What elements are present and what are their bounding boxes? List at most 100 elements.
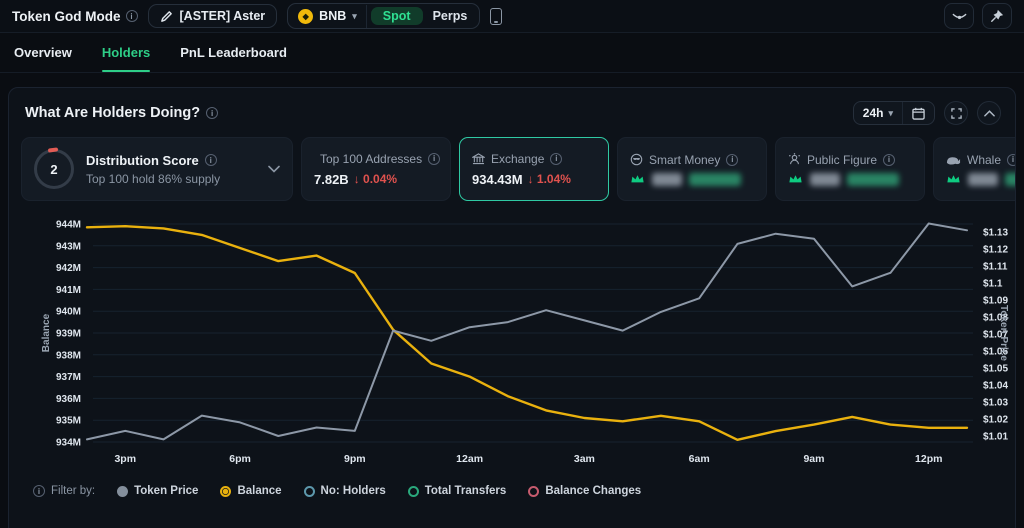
info-icon[interactable]: i <box>206 107 219 119</box>
blurred-value <box>652 172 682 186</box>
pin-button[interactable] <box>982 3 1012 29</box>
holders-balance-price-chart[interactable]: 944M 943M 942M 941M 940M 939M 938M 937M 936M 935M… <box>17 209 1009 467</box>
info-icon[interactable]: i <box>726 153 739 166</box>
stat-card-whale[interactable]: Whale i <box>933 137 1015 201</box>
no-holders-swatch <box>303 485 315 497</box>
info-icon[interactable]: i <box>125 10 138 22</box>
filter-option-balance-changes[interactable]: Balance Changes <box>528 485 641 497</box>
stat-title-text: Smart Money <box>649 152 721 167</box>
filter-option-total-transfers[interactable]: Total Transfers <box>407 485 506 497</box>
collapse-button[interactable] <box>977 101 1001 125</box>
svg-text:935M: 935M <box>56 416 81 427</box>
chevron-down-icon[interactable] <box>268 165 280 173</box>
info-icon[interactable]: i <box>1007 153 1015 166</box>
gauge-tick <box>47 147 59 153</box>
chevron-up-icon <box>983 109 995 117</box>
crown-icon <box>631 175 644 183</box>
app-title: Token God Mode i <box>12 9 138 24</box>
svg-text:$1.07: $1.07 <box>983 330 1008 341</box>
stat-title: Smart Money i <box>630 153 754 167</box>
market-selector: ◆ BNB ▾ Spot Perps <box>287 3 481 29</box>
page-tabs: Overview Holders PnL Leaderboard <box>0 33 1024 73</box>
stat-change: ↓ 0.04% <box>353 172 398 186</box>
token-select-button[interactable]: [ASTER] Aster <box>147 4 278 28</box>
holders-panel: What Are Holders Doing? i 24h ▾ <box>8 87 1016 528</box>
timeframe-value: 24h <box>862 106 884 120</box>
filter-by-text: Filter by: <box>51 485 96 497</box>
stat-title-text: Top 100 Addresses <box>320 151 423 166</box>
stat-title: Public Figure i <box>788 153 912 167</box>
svg-text:$1.12: $1.12 <box>983 245 1008 256</box>
calendar-button[interactable] <box>903 103 934 124</box>
stat-card-smart-money[interactable]: Smart Money i <box>617 137 767 201</box>
token-price-swatch <box>117 485 129 497</box>
svg-text:$1.13: $1.13 <box>983 228 1008 239</box>
svg-text:941M: 941M <box>56 285 81 296</box>
svg-text:$1.02: $1.02 <box>983 415 1008 426</box>
svg-text:936M: 936M <box>56 394 81 405</box>
svg-text:943M: 943M <box>56 241 81 252</box>
tab-holders[interactable]: Holders <box>101 33 151 72</box>
stat-title: Whale i <box>946 153 1015 167</box>
app-title-text: Token God Mode <box>12 8 121 24</box>
svg-text:$1.08: $1.08 <box>983 313 1008 324</box>
filter-option-label: Balance <box>237 485 282 497</box>
blurred-value <box>968 172 998 186</box>
stat-cards-row: 2 Distribution Score i Top 100 hold 86% … <box>9 131 1015 201</box>
bank-icon <box>472 152 485 164</box>
svg-text:6pm: 6pm <box>229 453 251 465</box>
svg-text:939M: 939M <box>56 329 81 340</box>
spot-tab[interactable]: Spot <box>370 7 423 25</box>
svg-text:6am: 6am <box>689 453 710 465</box>
stat-card-distribution-score[interactable]: 2 Distribution Score i Top 100 hold 86% … <box>21 137 293 201</box>
blurred-change <box>689 172 741 186</box>
whale-icon <box>946 156 961 164</box>
svg-text:3pm: 3pm <box>114 453 136 465</box>
filter-bar: i Filter by: Token Price Balance No: Hol… <box>9 472 1015 497</box>
timeframe-box: 24h ▾ <box>852 101 935 125</box>
info-icon[interactable]: i <box>428 152 441 165</box>
panel-controls: 24h ▾ <box>852 101 1001 125</box>
stat-title-text: Exchange <box>491 151 545 166</box>
filter-option-label: Token Price <box>134 485 199 497</box>
timeframe-dropdown[interactable]: 24h ▾ <box>854 102 903 124</box>
mobile-icon[interactable] <box>490 7 503 25</box>
filter-option-token-price[interactable]: Token Price <box>117 485 198 497</box>
svg-text:940M: 940M <box>56 307 81 318</box>
svg-text:9pm: 9pm <box>344 453 366 465</box>
svg-text:$1.05: $1.05 <box>983 364 1008 375</box>
info-icon[interactable]: i <box>883 153 896 166</box>
fullscreen-button[interactable] <box>944 101 968 125</box>
stat-value-row: 934.43M ↓ 1.04% <box>472 172 596 187</box>
svg-text:Token Price: Token Price <box>998 305 1009 361</box>
chain-select[interactable]: ◆ BNB ▾ <box>288 4 367 28</box>
perps-tab[interactable]: Perps <box>432 9 468 23</box>
svg-text:937M: 937M <box>56 372 81 383</box>
filter-option-no-holders[interactable]: No: Holders <box>303 485 386 497</box>
svg-text:$1.09: $1.09 <box>983 296 1008 307</box>
stat-card-public-figure[interactable]: Public Figure i <box>775 137 925 201</box>
score-title-text: Distribution Score <box>86 152 199 168</box>
panel-header: What Are Holders Doing? i 24h ▾ <box>9 88 1015 131</box>
filter-option-balance[interactable]: Balance <box>220 485 282 497</box>
tab-pnl-leaderboard[interactable]: PnL Leaderboard <box>180 45 287 60</box>
tab-overview[interactable]: Overview <box>14 45 72 60</box>
filter-option-label: No: Holders <box>320 485 386 497</box>
stat-card-exchange[interactable]: Exchange i 934.43M ↓ 1.04% <box>459 137 609 201</box>
stat-value: 934.43M <box>472 171 523 187</box>
stat-card-top-100-addresses[interactable]: Top 100 Addresses i 7.82B ↓ 0.04% <box>301 137 451 201</box>
balance-swatch <box>220 485 232 497</box>
top-bar: Token God Mode i [ASTER] Aster ◆ BNB ▾ S… <box>0 0 1024 33</box>
info-icon[interactable]: i <box>204 154 217 166</box>
topbar-actions <box>944 3 1012 29</box>
info-icon[interactable]: i <box>550 152 563 165</box>
stat-title-text: Public Figure <box>807 152 878 167</box>
pin-icon <box>991 9 1004 22</box>
filter-by-label: i Filter by: <box>33 485 95 497</box>
public-figure-icon <box>789 153 800 165</box>
watch-button[interactable] <box>944 3 974 29</box>
hidden-value-row <box>788 172 912 186</box>
smart-money-face-icon <box>630 153 643 166</box>
stat-title: Top 100 Addresses i <box>314 151 441 166</box>
svg-text:$1.06: $1.06 <box>983 347 1008 358</box>
